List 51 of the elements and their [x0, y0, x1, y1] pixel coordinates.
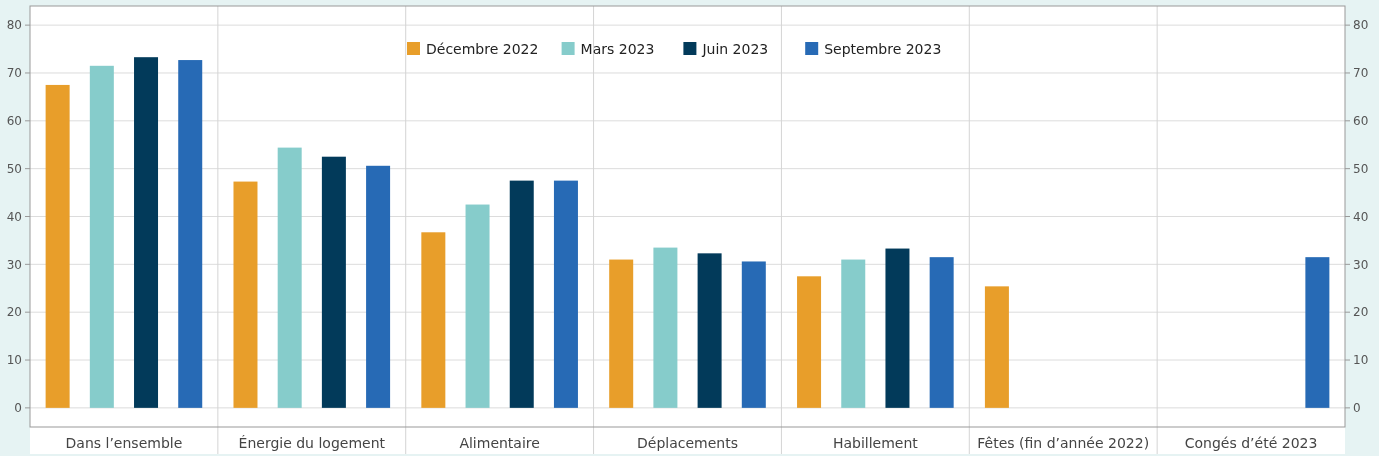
- y-tick-label: 50: [6, 161, 22, 176]
- y-tick-label: 0: [14, 401, 22, 416]
- bar: [277, 147, 302, 408]
- y2-tick-label: 10: [1353, 353, 1369, 368]
- bar: [366, 165, 391, 408]
- y2-tick-label: 50: [1353, 161, 1369, 176]
- y2-tick-label: 70: [1353, 66, 1369, 81]
- x-tick-label: Alimentaire: [459, 435, 540, 451]
- y-tick-label: 70: [6, 66, 22, 81]
- y2-tick-label: 60: [1353, 114, 1369, 129]
- y-tick-label: 30: [6, 257, 22, 272]
- x-tick-label: Dans l’ensemble: [65, 435, 183, 451]
- x-tick-label: Congés d’été 2023: [1184, 435, 1318, 451]
- bar: [178, 60, 203, 408]
- bar: [697, 253, 722, 408]
- bar: [1305, 257, 1330, 408]
- x-tick-label: Énergie du logement: [238, 435, 386, 451]
- x-tick-label: Habillement: [832, 435, 919, 451]
- x-tick-label: Déplacements: [637, 435, 738, 451]
- bar: [609, 259, 634, 408]
- bar: [89, 65, 114, 408]
- y-tick-label: 20: [6, 305, 22, 320]
- bar: [509, 180, 534, 408]
- bar: [653, 247, 678, 408]
- bar: [421, 232, 446, 408]
- bar: [797, 276, 822, 408]
- y2-tick-label: 40: [1353, 209, 1369, 224]
- y-tick-label: 60: [6, 114, 22, 129]
- legend-label: Juin 2023: [701, 40, 769, 57]
- y-tick-label: 80: [6, 18, 22, 33]
- bar: [321, 156, 346, 408]
- x-tick-label: Fêtes (fin d’année 2022): [977, 435, 1150, 451]
- bar: [984, 286, 1009, 408]
- bar: [553, 180, 578, 408]
- y2-tick-label: 30: [1353, 257, 1369, 272]
- legend-label: Septembre 2023: [824, 40, 942, 57]
- y2-tick-label: 0: [1353, 401, 1361, 416]
- y-tick-label: 40: [6, 209, 22, 224]
- y2-tick-label: 20: [1353, 305, 1369, 320]
- bar: [233, 181, 258, 408]
- legend-label: Mars 2023: [580, 40, 655, 57]
- bar: [929, 257, 954, 408]
- y2-tick-label: 80: [1353, 18, 1369, 33]
- bar: [841, 259, 866, 408]
- legend-label: Décembre 2022: [426, 40, 539, 57]
- bar: [45, 84, 70, 408]
- bar: [741, 261, 766, 408]
- bar: [465, 204, 490, 408]
- bar: [885, 248, 910, 408]
- bar: [134, 57, 159, 408]
- y-tick-label: 10: [6, 353, 22, 368]
